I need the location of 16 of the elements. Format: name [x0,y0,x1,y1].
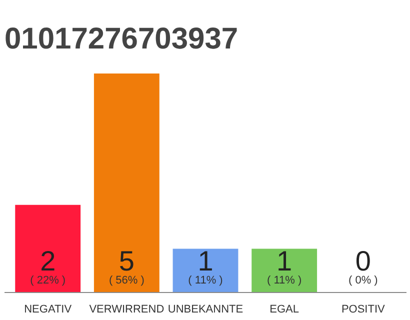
data-label: 5 [118,246,134,276]
data-label: 0 [355,246,371,276]
x-tick-label: POSITIV [341,304,386,316]
data-label: 1 [276,246,292,276]
chart-title: 01017276703937 [4,22,238,56]
x-tick-label: NEGATIV [24,304,72,316]
annotation: ( 22% ) [30,274,66,286]
annotation: ( 56% ) [108,274,144,286]
annotation: ( 0% ) [348,274,378,286]
data-label: 2 [40,246,56,276]
x-tick-label: EGAL [270,304,300,316]
annotation: ( 11% ) [188,274,223,286]
annotation: ( 11% ) [267,274,302,286]
x-tick-label: VERWIRREND [89,304,164,316]
data-label: 1 [198,246,214,276]
x-tick-label: UNBEKANNTE [168,304,244,316]
